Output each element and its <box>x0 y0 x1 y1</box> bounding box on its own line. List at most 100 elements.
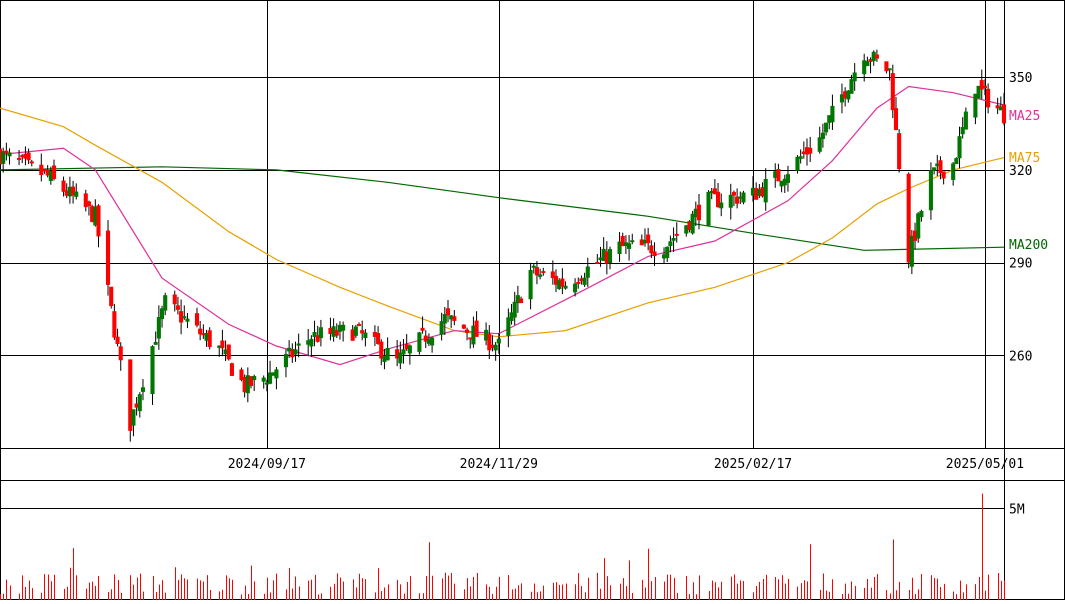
candle-body <box>426 338 431 344</box>
candle-body <box>93 206 98 226</box>
candle-body <box>750 187 756 196</box>
candle-body <box>938 160 943 174</box>
candle-body <box>382 356 387 362</box>
candle-body <box>159 308 165 320</box>
candle-body <box>401 349 406 355</box>
candle-body <box>153 341 158 345</box>
candle-body <box>684 225 689 234</box>
candle-body <box>128 359 133 431</box>
candle-body <box>484 329 489 341</box>
candle-body <box>890 73 895 111</box>
candle-body <box>928 170 933 211</box>
candle-body <box>982 85 987 89</box>
candle-body <box>582 277 587 285</box>
candle-body <box>509 312 514 322</box>
candle-body <box>4 150 9 154</box>
candle-body <box>957 136 962 159</box>
candle-body <box>337 324 343 332</box>
candle-body <box>306 340 311 345</box>
candle-body <box>528 269 533 300</box>
candle-body <box>909 235 914 267</box>
price-tick-label-320: 320 <box>1009 164 1032 179</box>
candle-body <box>420 327 425 331</box>
candle-body <box>579 278 584 282</box>
candle-body <box>623 242 628 246</box>
candle-body <box>728 194 733 208</box>
candle-body <box>646 234 651 244</box>
candle-body <box>115 336 120 345</box>
candle-body <box>665 246 670 258</box>
candle-body <box>941 171 946 179</box>
candle-body <box>531 265 536 268</box>
candle-body <box>471 325 476 345</box>
candle-body <box>843 91 848 99</box>
candle-body <box>315 335 320 342</box>
candle-body <box>738 196 743 199</box>
candle-body <box>515 295 520 304</box>
candle-body <box>986 88 991 108</box>
candle-body <box>461 324 466 329</box>
candle-body <box>248 376 254 386</box>
candle-body <box>350 329 355 341</box>
candle-body <box>490 344 495 348</box>
candle-body <box>172 294 177 305</box>
candle-body <box>1 151 6 164</box>
candle-body <box>839 94 845 103</box>
candle-body <box>690 213 695 234</box>
candle-body <box>398 352 403 364</box>
candle-body <box>719 202 724 209</box>
candle-body <box>652 251 657 257</box>
candle-body <box>204 333 209 341</box>
candle-body <box>550 271 555 279</box>
volume-bars <box>0 493 1005 600</box>
candle-body <box>198 328 203 335</box>
candle-body <box>782 178 787 186</box>
candlesticks <box>0 49 1007 442</box>
candle-body <box>112 311 117 338</box>
candle-body <box>26 152 31 161</box>
moving-average-lines <box>0 85 1005 366</box>
candle-body <box>175 305 180 310</box>
candle-body <box>998 106 1003 111</box>
candle-body <box>563 285 568 289</box>
candle-body <box>7 152 12 157</box>
candle-body <box>404 344 409 350</box>
candle-body <box>512 301 517 318</box>
candle-body <box>51 165 57 179</box>
candle-body <box>309 338 314 347</box>
candle-body <box>372 331 377 337</box>
candle-body <box>439 321 444 335</box>
candle-body <box>906 173 911 263</box>
candle-body <box>661 254 667 259</box>
candle-body <box>334 330 339 336</box>
candle-body <box>830 105 835 123</box>
candle-body <box>331 326 336 337</box>
candle-body <box>852 72 857 82</box>
candle-body <box>506 317 511 336</box>
candle-body <box>735 196 740 204</box>
candle-body <box>42 169 47 172</box>
candle-body <box>105 230 111 285</box>
candle-body <box>560 278 565 287</box>
date-tick-label: 2024/09/17 <box>228 457 306 472</box>
candle-body <box>239 369 244 381</box>
candle-body <box>874 54 879 59</box>
candle-body <box>846 90 851 100</box>
candle-body <box>804 147 810 155</box>
candle-body <box>23 153 28 159</box>
candle-body <box>67 186 72 197</box>
candle-body <box>163 295 168 311</box>
candle-body <box>585 266 590 278</box>
candle-body <box>951 163 956 180</box>
candle-body <box>17 157 22 160</box>
candle-body <box>290 348 295 358</box>
candle-body <box>109 286 114 307</box>
candle-body <box>776 169 781 182</box>
candle-body <box>376 333 381 344</box>
candle-body <box>757 188 762 196</box>
candle-body <box>884 61 889 72</box>
candle-body <box>716 191 721 208</box>
candle-body <box>754 188 759 200</box>
candle-body <box>445 308 451 316</box>
